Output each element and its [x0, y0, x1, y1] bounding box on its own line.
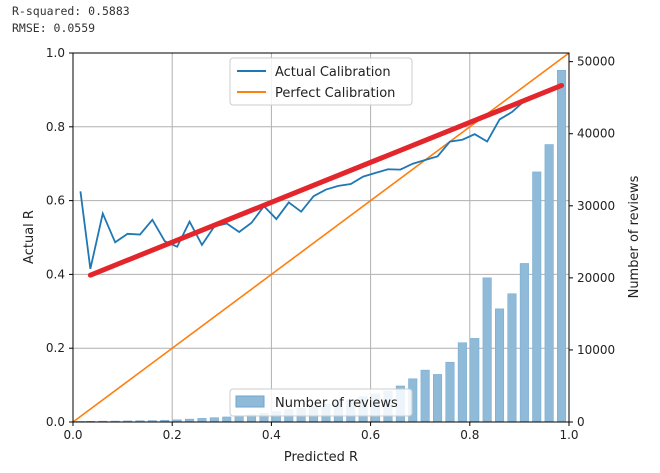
fit-line — [87, 82, 565, 278]
y2-tick-label-0: 0 — [577, 415, 585, 429]
bar-28 — [420, 369, 430, 423]
bar-38 — [544, 144, 554, 423]
rmse-text: RMSE: 0.0559 — [12, 21, 96, 35]
lines-group — [72, 52, 570, 423]
y-tick-label-5: 1.0 — [46, 46, 65, 60]
legend-bars-label: Number of reviews — [275, 396, 398, 411]
bar-35 — [507, 293, 517, 423]
legend-bars-swatch — [235, 395, 265, 408]
perfect-calibration-line — [72, 52, 570, 423]
y-tick-label-1: 0.2 — [46, 341, 65, 355]
bar-37 — [532, 171, 542, 423]
bar-10 — [197, 418, 207, 423]
ticks-group: 0.0 0.2 0.4 0.6 0.8 1.00.00.20.40.60.81.00100… — [46, 46, 615, 442]
y-axis-label: Actual R — [22, 210, 37, 264]
bar-30 — [445, 361, 455, 423]
x-axis-label: Predicted R — [284, 450, 358, 465]
x-tick-label-4: 0.8 — [460, 428, 479, 442]
y-tick-label-3: 0.6 — [46, 194, 65, 208]
y2-tick-label-2: 20000 — [577, 271, 615, 285]
y-tick-label-4: 0.8 — [46, 120, 65, 134]
bars-group — [75, 70, 567, 423]
bar-39 — [557, 70, 567, 423]
r-squared-text: R-squared: 0.5883 — [12, 4, 130, 18]
bar-29 — [433, 374, 443, 423]
x-tick-label-5: 1.0 — [559, 428, 578, 442]
bar-13 — [234, 415, 244, 423]
legend-bottom-box — [229, 388, 413, 417]
legend-bottom: Number of reviews — [229, 388, 413, 417]
x-tick-label-1: 0.2 — [163, 428, 182, 442]
actual-calibration-line — [79, 85, 562, 270]
bar-31 — [457, 342, 467, 423]
bar-36 — [519, 263, 529, 423]
bar-11 — [209, 417, 219, 423]
y-tick-label-0: 0.0 — [46, 415, 65, 429]
bar-33 — [482, 277, 492, 423]
y2-tick-label-4: 40000 — [577, 127, 615, 141]
x-tick-label-2: 0.4 — [262, 428, 281, 442]
x-tick-label-3: 0.6 — [361, 428, 380, 442]
bar-32 — [470, 338, 480, 423]
legend-top-box — [229, 57, 413, 106]
legend-perfect-label: Perfect Calibration — [275, 86, 395, 101]
plot-frame — [72, 52, 570, 423]
y2-tick-label-1: 10000 — [577, 343, 615, 357]
bar-12 — [222, 416, 232, 423]
y2-tick-label-5: 50000 — [577, 55, 615, 69]
y2-axis-label: Number of reviews — [627, 175, 642, 298]
legend-actual-label: Actual Calibration — [275, 65, 391, 80]
stats-block: R-squared: 0.5883 RMSE: 0.0559 — [12, 3, 130, 37]
y-tick-label-2: 0.4 — [46, 267, 65, 281]
bar-34 — [495, 308, 505, 423]
x-tick-label-0: 0.0 — [63, 428, 82, 442]
legend-top: Actual Calibration Perfect Calibration — [229, 57, 413, 106]
y2-tick-label-3: 30000 — [577, 199, 615, 213]
